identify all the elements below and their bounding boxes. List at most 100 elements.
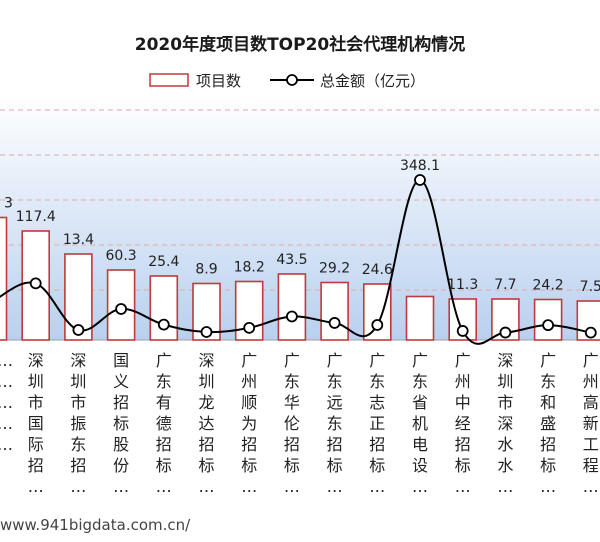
category-char: 盛	[540, 414, 556, 433]
category-char: 标	[198, 456, 214, 475]
category-char: 东	[327, 372, 343, 391]
category-label: 广东和盛招标…	[540, 351, 556, 496]
category-char: 伦	[284, 414, 300, 433]
category-char: 圳	[28, 372, 44, 391]
category-char: …	[70, 477, 86, 496]
category-char: …	[583, 477, 599, 496]
category-char: 中	[455, 393, 471, 412]
category-char: …	[369, 477, 385, 496]
category-char: 机	[412, 414, 428, 433]
category-char: 份	[113, 456, 129, 475]
category-label: 广州高新工程…	[583, 351, 599, 496]
category-char: 达	[198, 414, 214, 433]
bar	[277, 273, 307, 341]
category-char: 广	[156, 351, 172, 370]
bar	[0, 216, 8, 341]
category-char: 市	[70, 393, 86, 412]
line-point	[456, 325, 469, 337]
category-char: 有	[156, 393, 172, 412]
data-label: 25.4	[148, 254, 179, 270]
line-point	[499, 326, 512, 339]
category-char: 深	[198, 351, 214, 370]
category-char: 标	[369, 456, 385, 475]
category-char: 程	[583, 456, 599, 475]
category-char: 广	[284, 351, 300, 370]
legend-bar-swatch	[149, 73, 189, 87]
line-point	[542, 319, 554, 332]
line-point	[285, 310, 298, 323]
bar	[362, 283, 392, 341]
category-char: …	[28, 477, 44, 496]
category-char: …	[497, 477, 513, 496]
data-label: 7.7	[494, 277, 516, 293]
data-label: 29.2	[319, 261, 350, 277]
category-char: 招	[540, 435, 556, 454]
category-char: 德	[156, 414, 172, 433]
line-point	[115, 303, 127, 315]
category-char: 东	[70, 435, 86, 454]
bar	[405, 295, 435, 341]
category-char: 招	[327, 435, 343, 454]
line-point	[72, 324, 85, 336]
category-label: 广州顺为招标…	[241, 351, 257, 496]
category-char: 水	[497, 456, 513, 475]
category-char: 高	[583, 393, 599, 412]
category-char: 标	[540, 456, 556, 475]
category-label: 深圳市国际招…	[28, 351, 44, 496]
category-char: 远	[327, 393, 343, 412]
category-label: 广东省机电设…	[412, 351, 428, 496]
data-label: 11.3	[447, 277, 478, 293]
category-char: …	[156, 477, 172, 496]
amount-line	[0, 178, 591, 345]
category-char: 标	[284, 456, 300, 475]
category-char: 市	[497, 393, 513, 412]
category-char: 招	[28, 456, 44, 475]
category-char: 顺	[241, 393, 257, 412]
category-char: 和	[540, 393, 556, 412]
category-char: …	[0, 435, 13, 454]
points	[29, 174, 597, 339]
data-label: 348.1	[400, 158, 440, 174]
category-char: 东	[540, 372, 556, 391]
category-char: 股	[113, 435, 129, 454]
line-point	[584, 326, 597, 339]
category-char: 水	[497, 435, 513, 454]
bar	[320, 281, 349, 341]
category-labels: ……………深圳市国际招…深圳市振东招…国义招标股份…广东有德招标…深圳龙达招标……	[0, 351, 599, 496]
category-label: 广东远东招标…	[327, 351, 343, 496]
category-char: 州	[241, 372, 257, 391]
category-label: 深圳龙达招标…	[198, 351, 214, 496]
category-char: …	[199, 477, 215, 496]
category-char: 招	[241, 435, 257, 454]
category-char: …	[327, 477, 343, 496]
data-label: 7.5	[580, 279, 600, 295]
category-char: 圳	[70, 372, 86, 391]
category-label: ……………	[0, 351, 13, 454]
data-label: 24.6	[362, 262, 393, 278]
category-char: 经	[455, 414, 471, 433]
data-label: 18.2	[234, 260, 265, 276]
category-char: 圳	[198, 372, 214, 391]
category-label: 深圳市振东招…	[70, 351, 86, 496]
category-char: 州	[455, 372, 471, 391]
category-char: 东	[327, 414, 343, 433]
category-char: 招	[455, 435, 471, 454]
category-char: 东	[412, 372, 428, 391]
category-char: …	[455, 477, 471, 496]
category-char: 华	[284, 393, 300, 412]
category-char: …	[113, 477, 129, 496]
category-char: 深	[497, 351, 513, 370]
category-char: 东	[284, 372, 300, 391]
category-char: 标	[156, 456, 172, 475]
category-char: …	[0, 351, 13, 370]
data-label: 3	[4, 196, 13, 212]
category-char: …	[0, 414, 13, 433]
category-label: 广东华伦招标…	[284, 351, 300, 496]
category-char: …	[241, 477, 257, 496]
category-char: …	[0, 372, 13, 391]
category-char: 志	[369, 393, 385, 412]
category-char: 招	[369, 435, 385, 454]
category-char: 为	[241, 414, 257, 433]
chart-title: 2020年度项目数TOP20社会代理机构情况	[135, 34, 465, 55]
category-char: 设	[412, 456, 428, 475]
